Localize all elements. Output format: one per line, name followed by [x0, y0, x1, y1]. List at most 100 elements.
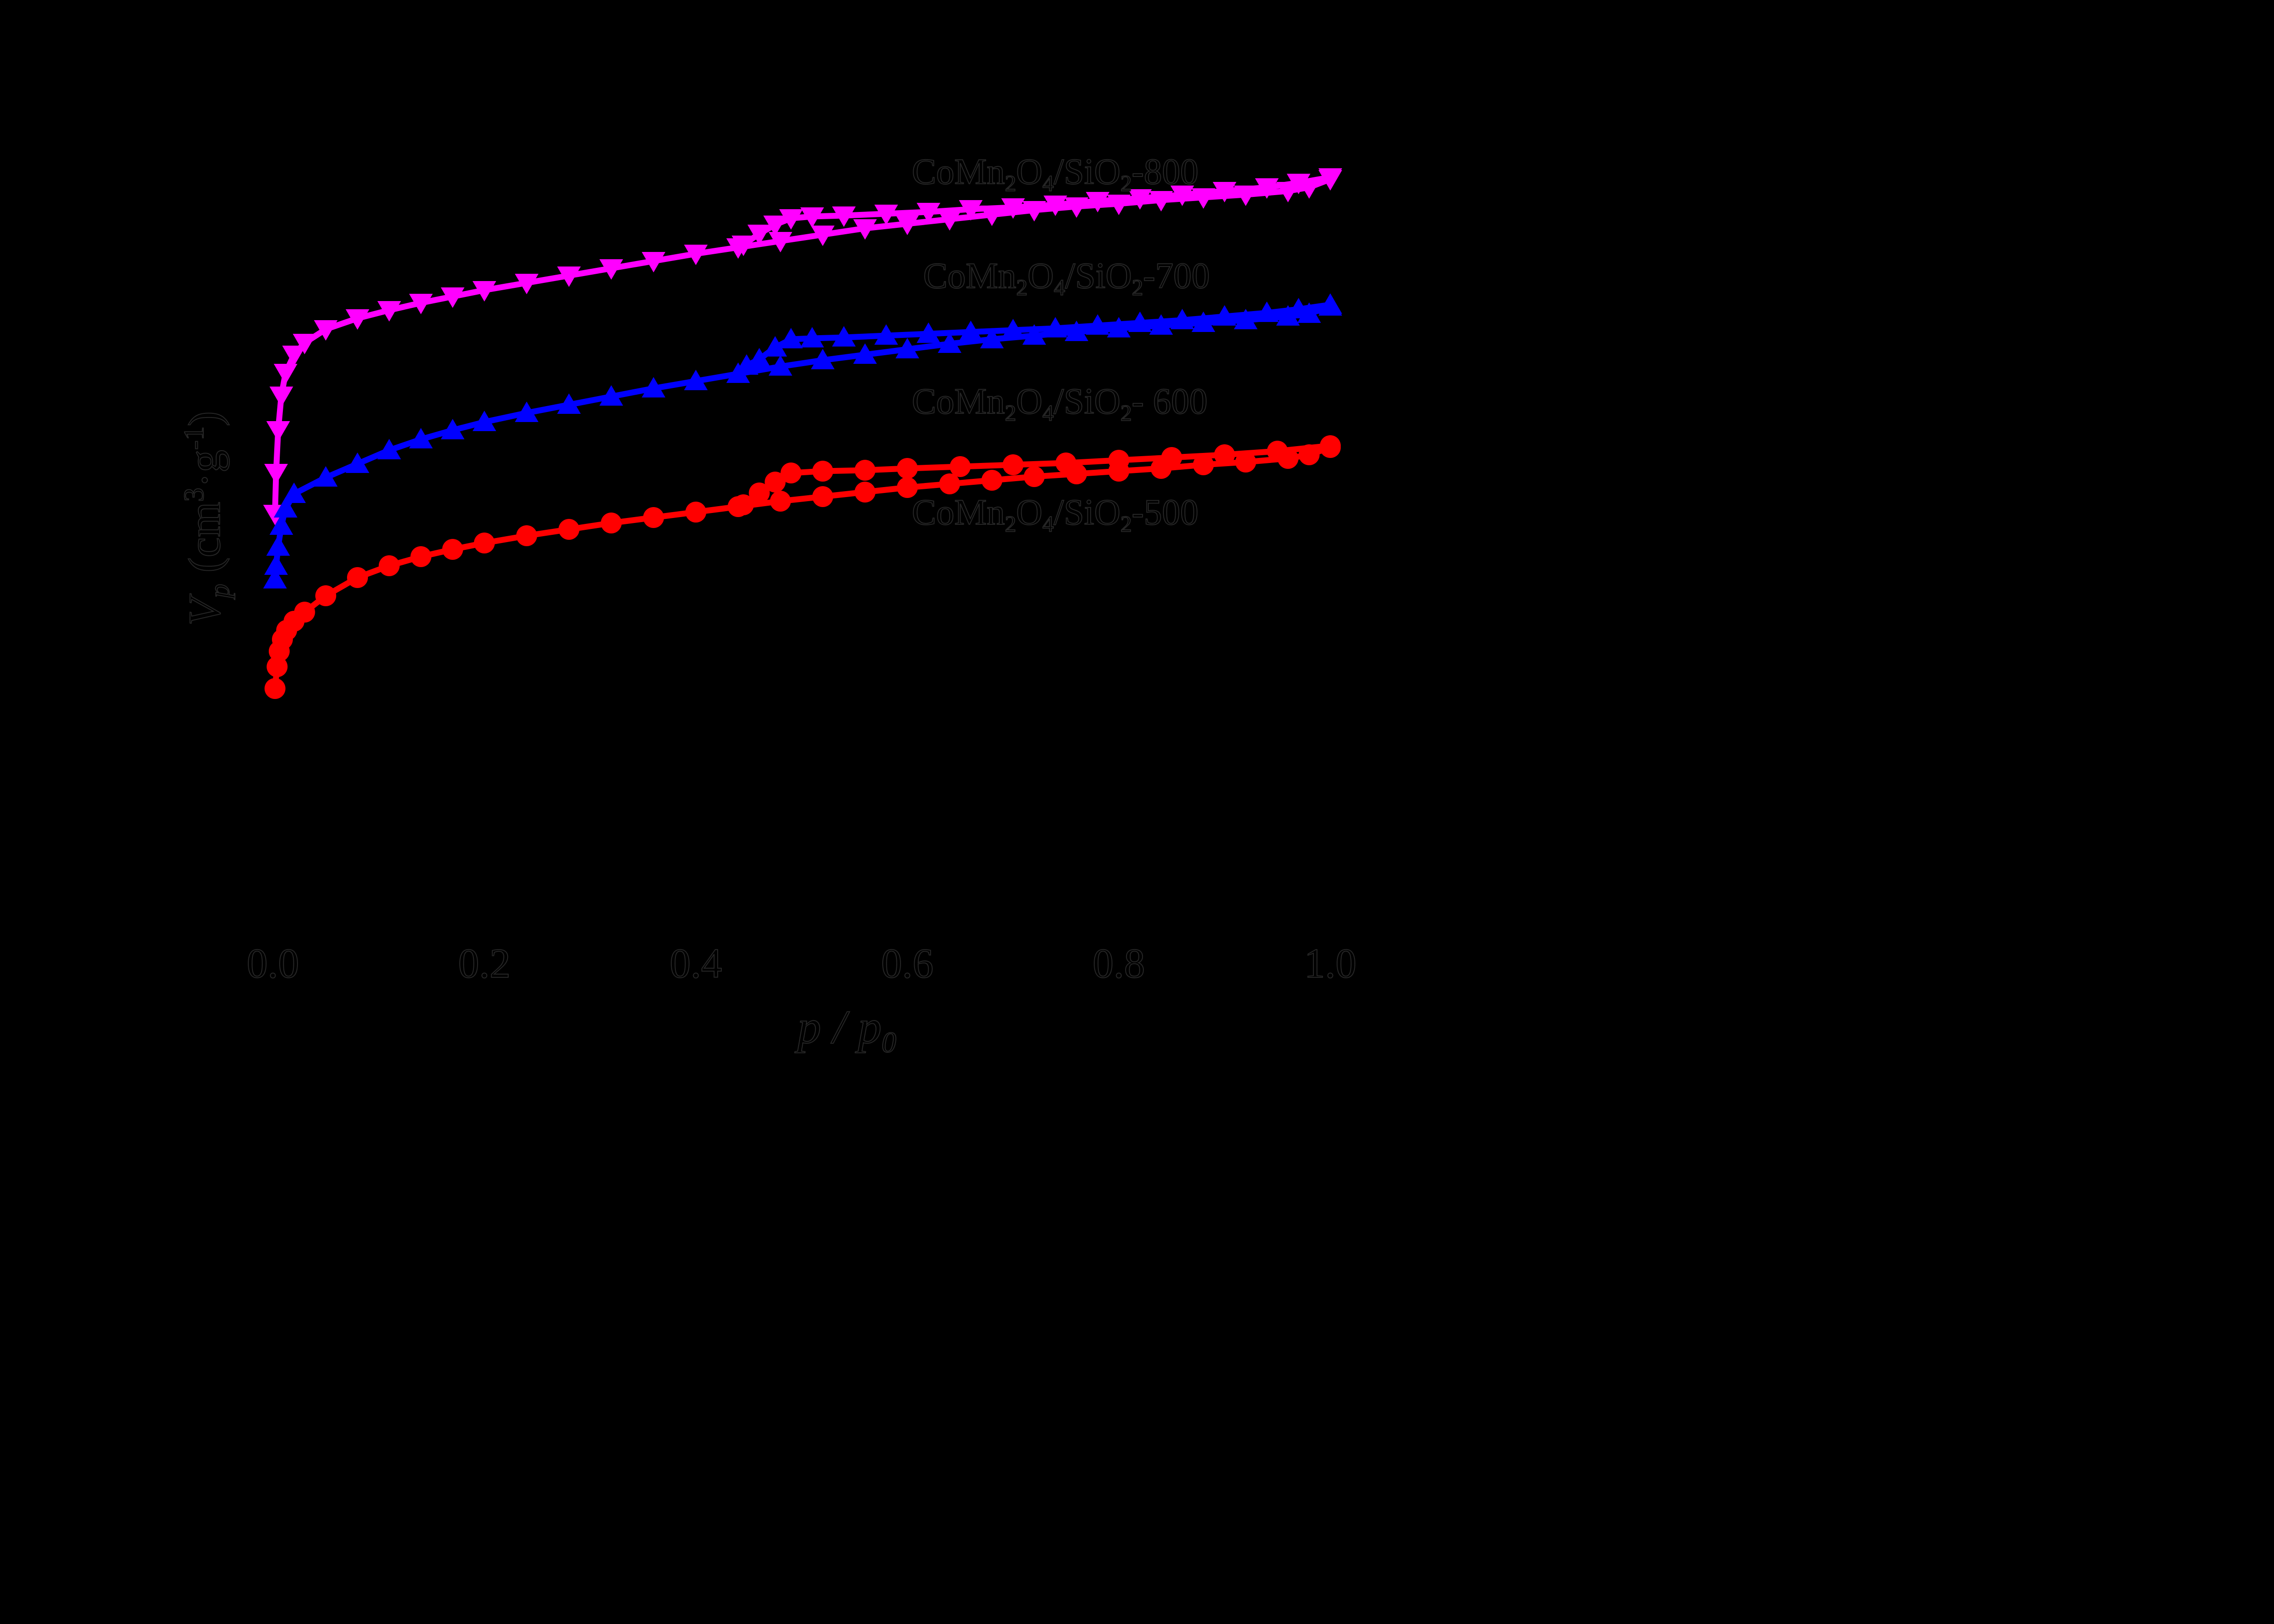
square-marker — [1057, 580, 1075, 598]
curve-600 — [272, 442, 1333, 692]
triangle-up-marker — [377, 439, 401, 459]
circle-marker — [855, 482, 875, 503]
triangle-down-marker — [409, 294, 433, 314]
x-tick-label-0.6: 0.6 — [881, 940, 934, 986]
label-fragment: 2 — [1120, 511, 1132, 537]
label-fragment: O — [1016, 492, 1043, 533]
triangle-down-marker — [731, 236, 755, 256]
triangle-up-marker — [779, 328, 803, 348]
x-tick-label-0.8: 0.8 — [1092, 942, 1146, 985]
circle-marker — [812, 461, 833, 482]
circle-marker — [1235, 452, 1256, 473]
triangle-up-marker — [1001, 319, 1025, 339]
triangle-down-marker — [346, 309, 369, 330]
label-fragment: CoMn — [923, 256, 1016, 296]
triangle-down-marker — [441, 287, 465, 308]
triangle-up-marker — [1234, 309, 1258, 329]
circle-marker — [770, 491, 791, 512]
triangle-down-marker — [1128, 189, 1152, 210]
square-marker — [266, 805, 284, 823]
triangle-up-marker — [811, 349, 835, 369]
triangle-down-marker — [269, 387, 293, 407]
x-tick-label-0.4: 0.4 — [669, 940, 723, 986]
square-marker — [792, 590, 811, 608]
triangle-up-marker — [1318, 293, 1342, 314]
square-marker — [1162, 574, 1181, 592]
triangle-down-marker — [473, 281, 496, 302]
triangle-down-marker — [557, 266, 581, 287]
series-label-600: CoMn2O4/SiO2- 600 — [911, 381, 1208, 426]
circle-marker — [1055, 453, 1077, 473]
square-marker — [845, 588, 864, 607]
square-marker — [1004, 582, 1022, 600]
label-fragment: /SiO — [1065, 256, 1132, 296]
triangle-up-marker — [959, 321, 983, 341]
label-fragment: p — [204, 583, 236, 598]
circle-marker — [516, 525, 537, 546]
label-fragment: -800 — [1131, 151, 1199, 192]
label-fragment: 2 — [1016, 275, 1028, 300]
label-fragment: 3 — [178, 487, 210, 502]
circle-marker — [1214, 444, 1235, 465]
square-marker — [285, 728, 303, 746]
triangle-down-marker — [1043, 196, 1067, 216]
label-fragment: CoMn — [911, 492, 1005, 533]
triangle-down-marker — [1149, 191, 1173, 211]
triangle-up-marker — [747, 348, 771, 368]
triangle-down-marker — [874, 205, 898, 225]
label-fragment: O — [1016, 151, 1043, 192]
circle-marker — [378, 555, 400, 576]
y-axis-label: Vp (cm3·g-1) — [178, 411, 236, 626]
triangle-down-marker — [684, 245, 708, 265]
triangle-up-marker — [874, 324, 898, 345]
square-marker — [951, 585, 970, 603]
markers-500 — [266, 563, 1339, 823]
label-fragment: 2 — [1005, 400, 1017, 426]
series-label-800: CoMn2O4/SiO2-800 — [911, 151, 1199, 196]
triangle-up-marker — [800, 327, 824, 347]
triangle-up-marker — [896, 338, 919, 358]
circle-marker — [897, 477, 918, 498]
square-marker — [317, 711, 335, 729]
triangle-down-marker — [292, 334, 317, 354]
triangle-up-marker — [853, 343, 877, 364]
label-fragment: 2 — [1120, 171, 1132, 196]
circle-marker — [267, 656, 288, 677]
triangle-up-marker — [1107, 317, 1131, 337]
triangle-down-marker — [1234, 186, 1258, 206]
label-fragment: /SiO — [1053, 381, 1121, 422]
label-fragment: p — [797, 1001, 821, 1053]
triangle-down-marker — [959, 200, 983, 221]
triangle-up-marker — [557, 393, 581, 414]
triangle-up-marker — [599, 385, 623, 406]
label-fragment: 0.6 — [881, 940, 934, 986]
square-marker — [771, 598, 790, 616]
triangle-down-marker — [642, 252, 665, 272]
triangle-down-marker — [377, 301, 401, 322]
triangle-up-marker — [282, 483, 306, 503]
circle-marker — [765, 472, 786, 493]
triangle-up-marker — [642, 377, 665, 397]
circle-marker — [1108, 450, 1129, 471]
label-fragment: 0.2 — [458, 940, 511, 986]
triangle-up-marker — [1212, 305, 1237, 326]
square-marker — [422, 683, 441, 701]
triangle-down-marker — [1212, 182, 1237, 202]
triangle-down-marker — [1318, 168, 1342, 189]
circle-marker — [733, 494, 754, 515]
square-marker — [1215, 571, 1234, 589]
triangle-down-marker — [811, 226, 835, 246]
triangle-down-marker — [515, 274, 538, 294]
triangle-up-marker — [1149, 314, 1173, 335]
square-marker — [581, 651, 599, 669]
square-marker — [792, 614, 811, 632]
triangle-up-marker — [473, 411, 496, 431]
triangle-up-marker — [266, 535, 290, 556]
label-fragment: CoMn — [911, 381, 1005, 422]
series-label-500: CoMn2O4/SiO2-500 — [911, 492, 1199, 537]
label-fragment: 0.4 — [669, 940, 723, 986]
circle-marker — [601, 513, 622, 533]
markers-700 — [263, 293, 1342, 588]
square-marker — [1110, 578, 1128, 596]
